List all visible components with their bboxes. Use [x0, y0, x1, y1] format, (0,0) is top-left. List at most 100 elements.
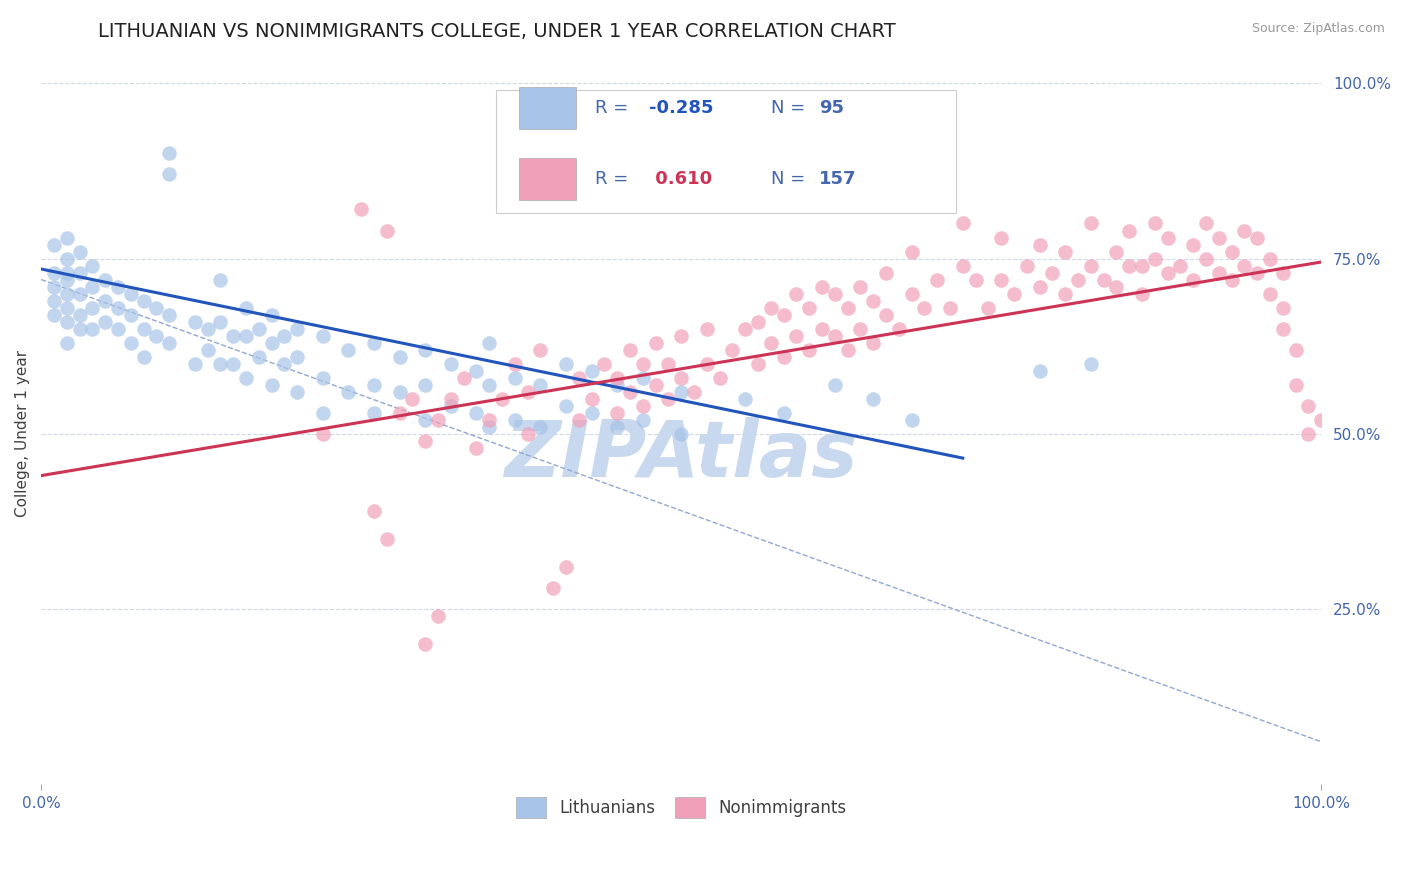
Point — [669, 426, 692, 441]
Point — [990, 230, 1012, 244]
Point — [273, 357, 295, 371]
Point — [952, 217, 974, 231]
Point — [426, 412, 449, 426]
Point — [260, 377, 283, 392]
Point — [120, 308, 142, 322]
Point — [1130, 286, 1153, 301]
Point — [312, 406, 335, 420]
Point — [157, 146, 180, 161]
Point — [55, 301, 77, 315]
Point — [69, 308, 91, 322]
Point — [413, 637, 436, 651]
Point — [1258, 286, 1281, 301]
Text: Source: ZipAtlas.com: Source: ZipAtlas.com — [1251, 22, 1385, 36]
Point — [55, 335, 77, 350]
Point — [465, 406, 488, 420]
Point — [900, 244, 922, 259]
Point — [1118, 259, 1140, 273]
Point — [644, 335, 666, 350]
Point — [1258, 252, 1281, 266]
Point — [644, 377, 666, 392]
Point — [363, 377, 385, 392]
Point — [977, 301, 1000, 315]
Point — [657, 357, 679, 371]
Legend: Lithuanians, Nonimmigrants: Lithuanians, Nonimmigrants — [509, 790, 853, 824]
Point — [785, 286, 807, 301]
Point — [990, 272, 1012, 286]
Point — [862, 293, 884, 308]
Point — [209, 272, 232, 286]
Point — [132, 350, 155, 364]
Point — [413, 412, 436, 426]
Point — [734, 321, 756, 335]
Point — [235, 328, 257, 343]
Text: -0.285: -0.285 — [650, 99, 714, 117]
Point — [1028, 279, 1050, 293]
Point — [120, 286, 142, 301]
Point — [503, 357, 526, 371]
Point — [849, 279, 872, 293]
Point — [69, 321, 91, 335]
Point — [1220, 244, 1243, 259]
Point — [709, 370, 731, 384]
Point — [247, 321, 270, 335]
Point — [759, 301, 782, 315]
Point — [912, 301, 935, 315]
Point — [42, 266, 65, 280]
Point — [1310, 412, 1333, 426]
Point — [503, 412, 526, 426]
Point — [1298, 399, 1320, 413]
Point — [900, 286, 922, 301]
Point — [94, 293, 117, 308]
Point — [120, 335, 142, 350]
Point — [1015, 259, 1038, 273]
Point — [1130, 259, 1153, 273]
Point — [875, 308, 897, 322]
Text: N =: N = — [770, 170, 806, 188]
Point — [222, 357, 245, 371]
Point — [82, 279, 104, 293]
Point — [799, 343, 821, 357]
Point — [107, 321, 129, 335]
Text: N =: N = — [770, 99, 806, 117]
Point — [55, 286, 77, 301]
Point — [285, 384, 308, 399]
Point — [657, 392, 679, 406]
Point — [312, 328, 335, 343]
Point — [388, 350, 411, 364]
Point — [1028, 363, 1050, 377]
Point — [285, 350, 308, 364]
Point — [1118, 223, 1140, 237]
Point — [1182, 237, 1205, 252]
Point — [939, 301, 962, 315]
Point — [747, 357, 769, 371]
FancyBboxPatch shape — [519, 87, 576, 129]
Point — [887, 321, 910, 335]
Point — [1284, 343, 1306, 357]
Point — [824, 377, 846, 392]
Point — [1208, 230, 1230, 244]
Point — [388, 384, 411, 399]
Point — [82, 259, 104, 273]
Point — [747, 314, 769, 328]
Point — [55, 272, 77, 286]
Point — [1208, 266, 1230, 280]
Point — [631, 357, 654, 371]
Point — [222, 328, 245, 343]
Point — [696, 321, 718, 335]
Point — [260, 335, 283, 350]
Point — [69, 244, 91, 259]
Point — [1105, 244, 1128, 259]
Point — [1054, 244, 1077, 259]
Point — [1143, 252, 1166, 266]
Point — [157, 168, 180, 182]
Point — [132, 293, 155, 308]
Point — [440, 399, 463, 413]
Point — [849, 321, 872, 335]
Point — [94, 314, 117, 328]
Point — [312, 426, 335, 441]
Point — [1002, 286, 1025, 301]
Text: 157: 157 — [820, 170, 856, 188]
Point — [312, 370, 335, 384]
Point — [183, 357, 205, 371]
